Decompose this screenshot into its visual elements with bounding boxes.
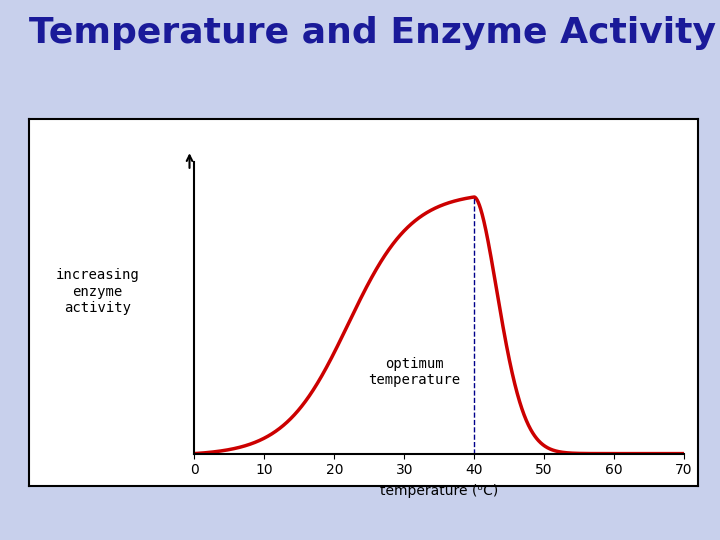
Text: Temperature and Enzyme Activity: Temperature and Enzyme Activity	[29, 16, 716, 50]
Text: optimum
temperature: optimum temperature	[368, 357, 460, 387]
X-axis label: temperature (ᵒC): temperature (ᵒC)	[380, 484, 498, 498]
Text: increasing
enzyme
activity: increasing enzyme activity	[55, 268, 139, 315]
